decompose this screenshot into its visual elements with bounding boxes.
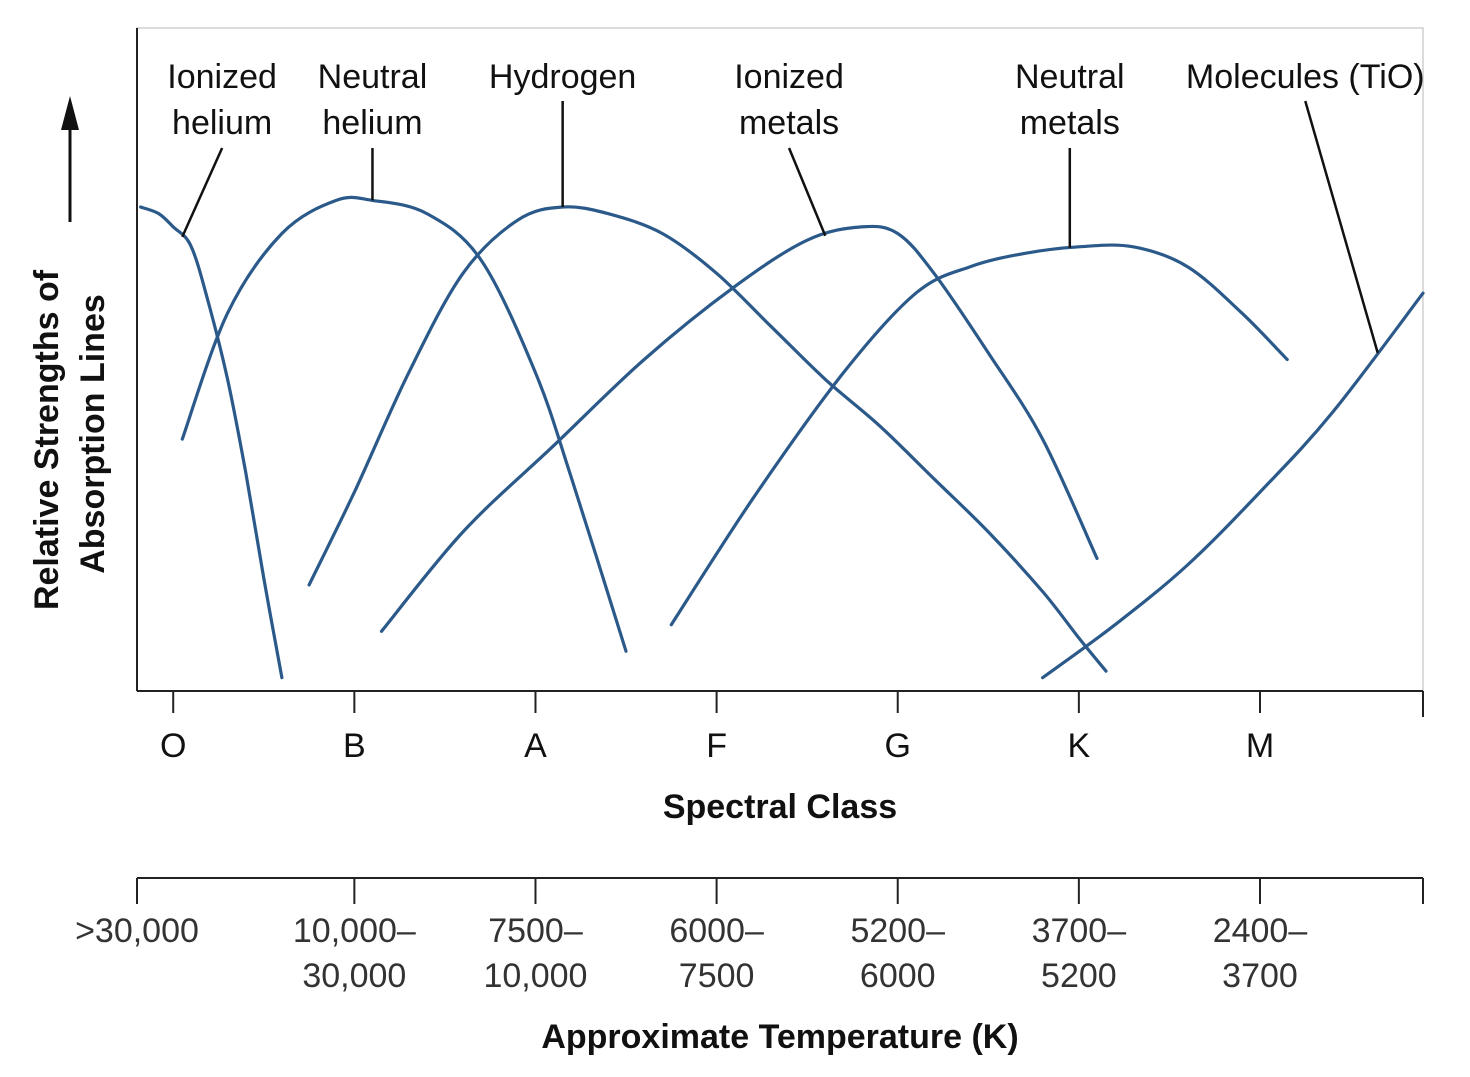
- y-axis-label-line-2: Absorption Lines: [74, 294, 112, 574]
- series-label-ionized-helium-line-1: Ionized: [167, 58, 277, 96]
- x-tick-label-m: M: [1246, 727, 1274, 765]
- x-tick-label-f: F: [706, 727, 727, 765]
- curve-neutral-helium: [180, 195, 628, 653]
- leader-line-ionized-metals: [787, 147, 827, 237]
- x-axis-title: Spectral Class: [663, 788, 897, 826]
- x-tick-label-a: A: [524, 727, 547, 765]
- temperature-tick-label-5-line-2: 6000: [860, 957, 936, 995]
- temperature-tick-label-3-line-2: 10,000: [483, 957, 587, 995]
- curve-ionized-helium: [139, 205, 284, 680]
- curve-hydrogen: [307, 205, 1108, 673]
- series-label-ionized-helium-line-2: helium: [172, 104, 272, 142]
- x-tick-label-g: G: [885, 727, 911, 765]
- x-tick-label-k: K: [1068, 727, 1091, 765]
- temperature-tick-label-4-line-2: 7500: [679, 957, 755, 995]
- series-label-hydrogen-line-1: Hydrogen: [489, 58, 636, 96]
- series-label-neutral-helium-line-2: helium: [322, 104, 422, 142]
- y-axis-label-line-1: Relative Strengths of: [28, 269, 66, 610]
- plot-area: [136, 27, 1424, 692]
- series-label-neutral-metals-line-1: Neutral: [1015, 58, 1125, 96]
- temperature-tick-label-1-line-1: >30,000: [75, 912, 199, 950]
- series-label-ionized-metals-line-2: metals: [739, 104, 839, 142]
- temperature-tick-label-7-line-1: 2400–: [1213, 912, 1308, 950]
- leader-line-molecules-tio: [1304, 100, 1379, 354]
- temperature-tick-label-7-line-2: 3700: [1222, 957, 1298, 995]
- curve-molecules-tio: [1041, 291, 1425, 680]
- temperature-tick-label-2-line-2: 30,000: [302, 957, 406, 995]
- temperature-tick-label-4-line-1: 6000–: [669, 912, 764, 950]
- series-label-ionized-metals-line-1: Ionized: [734, 58, 844, 96]
- series-label-neutral-helium-line-1: Neutral: [318, 58, 428, 96]
- curve-neutral-metals: [669, 243, 1289, 627]
- series-label-molecules-tio-line-1: Molecules (TiO): [1186, 58, 1425, 96]
- temperature-tick-label-6-line-1: 3700–: [1032, 912, 1127, 950]
- temperature-tick-label-3-line-1: 7500–: [488, 912, 583, 950]
- temperature-axis-title: Approximate Temperature (K): [541, 1018, 1018, 1056]
- curve-ionized-metals: [379, 224, 1099, 633]
- x-tick-label-o: O: [160, 727, 186, 765]
- series-label-neutral-metals-line-2: metals: [1020, 104, 1120, 142]
- leader-line-ionized-helium: [181, 147, 224, 238]
- temperature-tick-label-2-line-1: 10,000–: [293, 912, 416, 950]
- x-tick-label-b: B: [343, 727, 366, 765]
- temperature-tick-label-6-line-2: 5200: [1041, 957, 1117, 995]
- up-arrow-icon: [61, 96, 79, 222]
- temperature-tick-label-5-line-1: 5200–: [850, 912, 945, 950]
